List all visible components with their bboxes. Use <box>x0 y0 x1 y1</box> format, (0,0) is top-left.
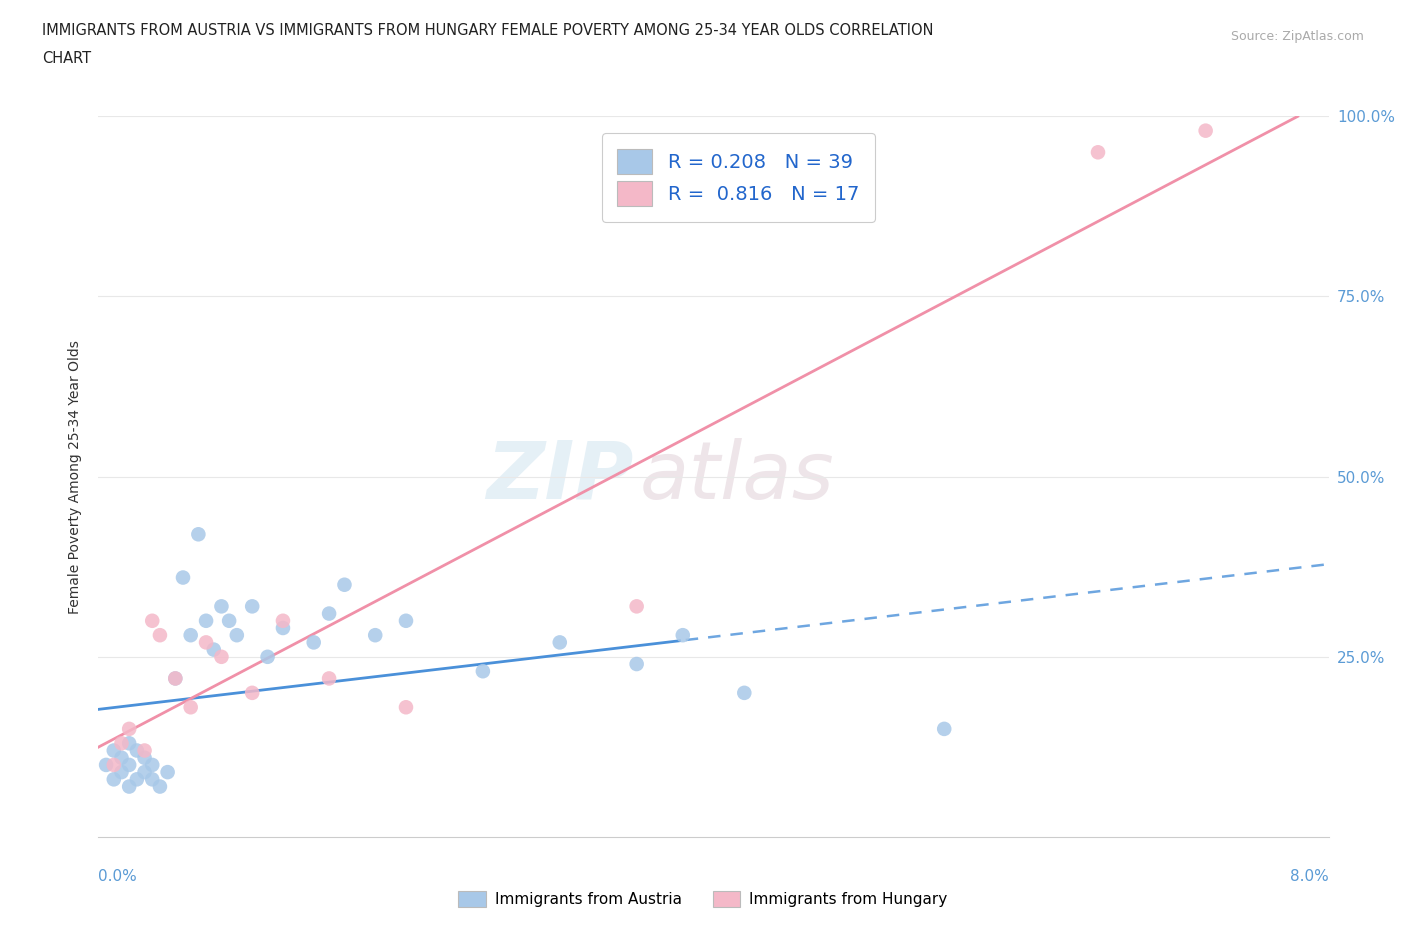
Point <box>141 772 163 787</box>
Point <box>103 772 125 787</box>
Point <box>256 649 278 664</box>
Point <box>1195 123 1218 138</box>
Point <box>180 628 202 643</box>
Y-axis label: Female Poverty Among 25-34 Year Olds: Female Poverty Among 25-34 Year Olds <box>67 339 82 614</box>
Point <box>172 570 194 585</box>
Point <box>141 614 163 629</box>
Point <box>195 635 218 650</box>
Point <box>149 628 172 643</box>
Point <box>626 599 648 614</box>
Point <box>125 743 148 758</box>
Point <box>103 757 125 772</box>
Point <box>141 757 163 772</box>
Point <box>934 722 956 737</box>
Text: CHART: CHART <box>42 51 91 66</box>
Point <box>333 578 356 592</box>
Point <box>118 757 141 772</box>
Point <box>733 685 755 700</box>
Point <box>471 664 494 679</box>
Text: ZIP: ZIP <box>486 438 634 515</box>
Point <box>118 779 141 794</box>
Point <box>110 764 132 779</box>
Point <box>548 635 571 650</box>
Point <box>672 628 695 643</box>
Point <box>240 599 263 614</box>
Point <box>149 779 172 794</box>
Point <box>626 657 648 671</box>
Point <box>103 743 125 758</box>
Point <box>156 764 179 779</box>
Point <box>202 642 225 657</box>
Point <box>165 671 187 686</box>
Point <box>134 743 156 758</box>
Point <box>125 772 148 787</box>
Point <box>395 614 418 629</box>
Text: IMMIGRANTS FROM AUSTRIA VS IMMIGRANTS FROM HUNGARY FEMALE POVERTY AMONG 25-34 YE: IMMIGRANTS FROM AUSTRIA VS IMMIGRANTS FR… <box>42 23 934 38</box>
Point <box>271 620 294 635</box>
Text: atlas: atlas <box>640 438 835 515</box>
Point <box>271 614 294 629</box>
Point <box>225 628 247 643</box>
Point <box>240 685 263 700</box>
Text: 8.0%: 8.0% <box>1289 870 1329 884</box>
Point <box>134 764 156 779</box>
Point <box>318 606 340 621</box>
Legend: Immigrants from Austria, Immigrants from Hungary: Immigrants from Austria, Immigrants from… <box>453 884 953 913</box>
Point <box>218 614 240 629</box>
Point <box>110 736 132 751</box>
Point <box>165 671 187 686</box>
Text: 0.0%: 0.0% <box>98 870 138 884</box>
Point <box>118 722 141 737</box>
Point <box>395 700 418 715</box>
Legend: R = 0.208   N = 39, R =  0.816   N = 17: R = 0.208 N = 39, R = 0.816 N = 17 <box>602 133 875 222</box>
Point <box>187 526 209 541</box>
Point <box>110 751 132 765</box>
Point <box>318 671 340 686</box>
Point <box>211 649 233 664</box>
Point <box>211 599 233 614</box>
Point <box>94 757 117 772</box>
Point <box>302 635 325 650</box>
Point <box>364 628 387 643</box>
Text: Source: ZipAtlas.com: Source: ZipAtlas.com <box>1230 30 1364 43</box>
Point <box>180 700 202 715</box>
Point <box>134 751 156 765</box>
Point <box>118 736 141 751</box>
Point <box>195 614 218 629</box>
Point <box>1087 145 1109 160</box>
